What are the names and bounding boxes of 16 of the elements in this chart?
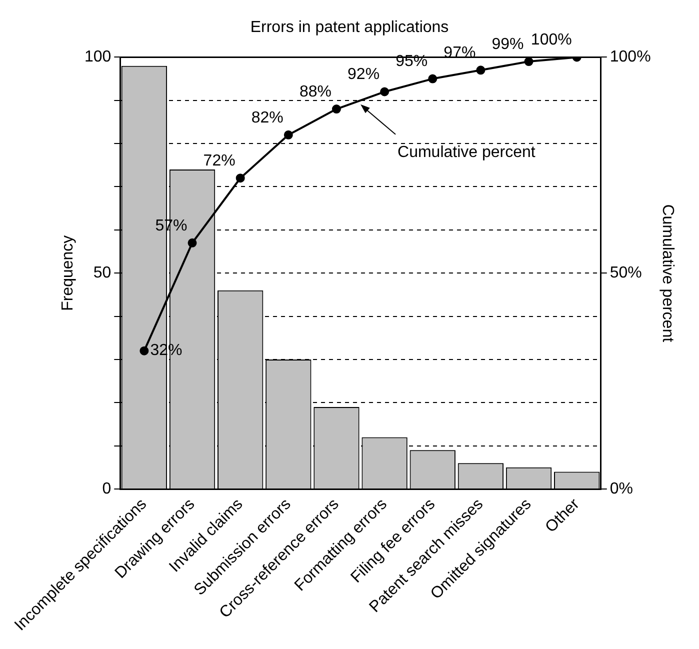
data-label: 100% xyxy=(530,32,572,49)
chart-title: Errors in patent applications xyxy=(250,19,449,36)
y2-tick-label: 50% xyxy=(610,264,642,282)
y-tick-label: 100 xyxy=(84,48,112,66)
data-label: 92% xyxy=(348,66,380,84)
y2-axis-title: Cumulative percent xyxy=(658,204,676,343)
y-axis-title: Frequency xyxy=(59,235,76,311)
data-label: 72% xyxy=(203,152,236,170)
y2-tick-label: 0% xyxy=(610,480,634,498)
y-tick-label: 50 xyxy=(93,264,112,282)
data-label: 82% xyxy=(251,109,284,126)
text: Cumulative percent xyxy=(398,144,536,161)
y-tick-label: 0 xyxy=(102,480,112,498)
data-label: 88% xyxy=(299,83,332,100)
y2-tick-label: 100% xyxy=(610,48,651,66)
data-label: 99% xyxy=(492,36,524,53)
